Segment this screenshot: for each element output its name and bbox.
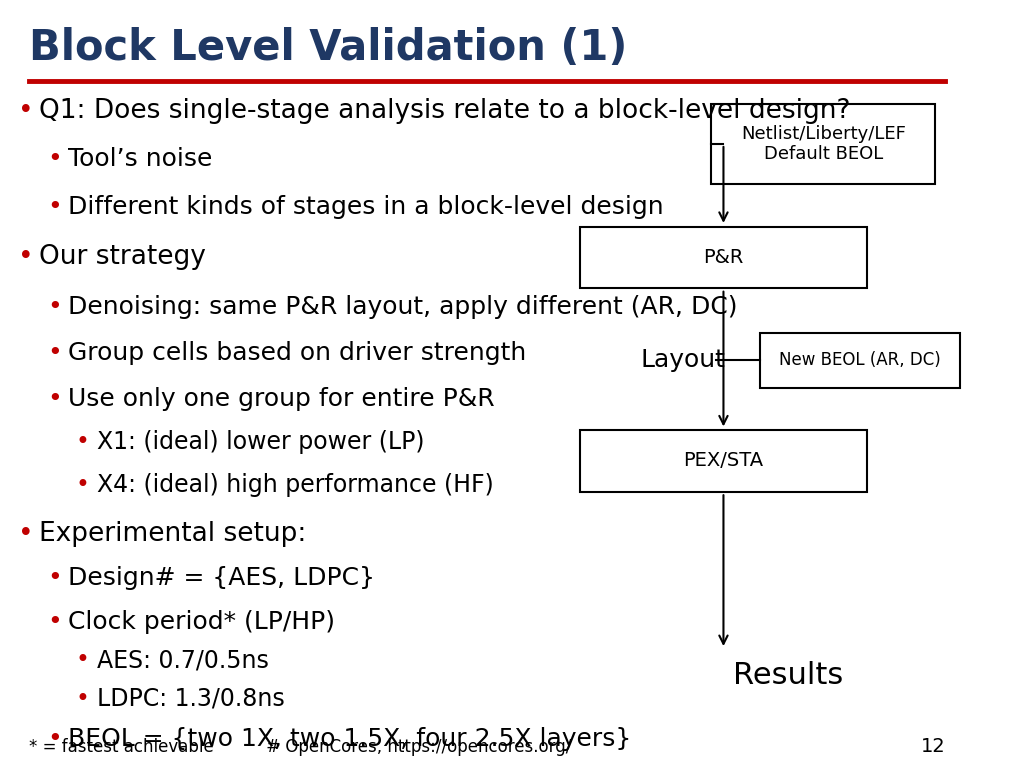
Text: Layout: Layout: [641, 348, 726, 372]
Text: •: •: [47, 195, 61, 220]
Text: Q1: Does single-stage analysis relate to a block-level design?: Q1: Does single-stage analysis relate to…: [39, 98, 851, 124]
Text: •: •: [17, 244, 33, 270]
Text: •: •: [47, 727, 61, 751]
Text: •: •: [47, 147, 61, 171]
Text: •: •: [76, 429, 90, 454]
FancyBboxPatch shape: [712, 104, 935, 184]
Text: Block Level Validation (1): Block Level Validation (1): [30, 27, 628, 69]
Text: Group cells based on driver strength: Group cells based on driver strength: [69, 341, 526, 366]
Text: •: •: [76, 473, 90, 498]
Text: * = fastest achievable          # OpenCores, https://opencores.org/: * = fastest achievable # OpenCores, http…: [30, 739, 571, 756]
Text: 12: 12: [921, 737, 945, 756]
Text: Clock period* (LP/HP): Clock period* (LP/HP): [69, 610, 335, 634]
Text: •: •: [17, 521, 33, 547]
Text: New BEOL (AR, DC): New BEOL (AR, DC): [779, 351, 941, 369]
Text: PEX/STA: PEX/STA: [683, 452, 764, 470]
Text: •: •: [47, 341, 61, 366]
Text: Design# = {AES, LDPC}: Design# = {AES, LDPC}: [69, 565, 375, 590]
Text: •: •: [47, 387, 61, 412]
Text: X1: (ideal) lower power (LP): X1: (ideal) lower power (LP): [97, 429, 425, 454]
FancyBboxPatch shape: [760, 333, 959, 388]
Text: •: •: [47, 610, 61, 634]
Text: Different kinds of stages in a block-level design: Different kinds of stages in a block-lev…: [69, 195, 664, 220]
Text: Denoising: same P&R layout, apply different (AR, DC): Denoising: same P&R layout, apply differ…: [69, 295, 737, 319]
Text: Our strategy: Our strategy: [39, 244, 206, 270]
Text: BEOL = {two 1X, two 1.5X, four 2.5X layers}: BEOL = {two 1X, two 1.5X, four 2.5X laye…: [69, 727, 632, 751]
Text: •: •: [47, 295, 61, 319]
Text: AES: 0.7/0.5ns: AES: 0.7/0.5ns: [97, 648, 269, 673]
Text: LDPC: 1.3/0.8ns: LDPC: 1.3/0.8ns: [97, 687, 286, 711]
Text: •: •: [76, 648, 90, 673]
Text: P&R: P&R: [703, 248, 743, 266]
Text: Tool’s noise: Tool’s noise: [69, 147, 213, 171]
FancyBboxPatch shape: [580, 430, 867, 492]
Text: Use only one group for entire P&R: Use only one group for entire P&R: [69, 387, 495, 412]
Text: X4: (ideal) high performance (HF): X4: (ideal) high performance (HF): [97, 473, 495, 498]
Text: •: •: [17, 98, 33, 124]
FancyBboxPatch shape: [580, 227, 867, 288]
Text: •: •: [76, 687, 90, 711]
Text: Results: Results: [733, 661, 844, 690]
Text: Netlist/Liberty/LEF
Default BEOL: Netlist/Liberty/LEF Default BEOL: [741, 124, 906, 164]
Text: Experimental setup:: Experimental setup:: [39, 521, 306, 547]
Text: •: •: [47, 565, 61, 590]
